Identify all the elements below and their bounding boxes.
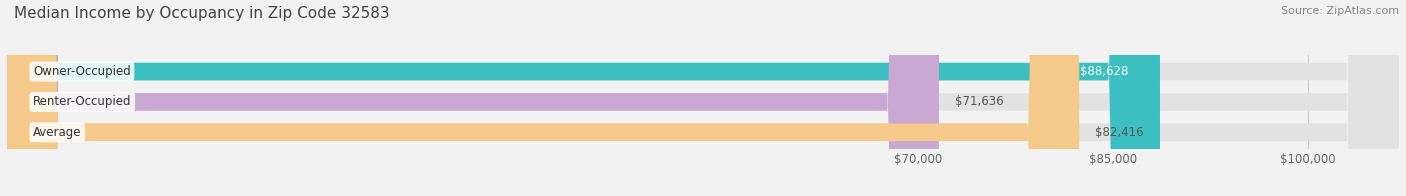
Text: $88,628: $88,628 [1080, 65, 1129, 78]
FancyBboxPatch shape [7, 0, 1399, 196]
FancyBboxPatch shape [7, 0, 1399, 196]
Text: Renter-Occupied: Renter-Occupied [34, 95, 132, 108]
Text: $82,416: $82,416 [1095, 126, 1143, 139]
Text: $71,636: $71,636 [955, 95, 1002, 108]
Text: Average: Average [34, 126, 82, 139]
FancyBboxPatch shape [7, 0, 939, 196]
Text: Owner-Occupied: Owner-Occupied [34, 65, 131, 78]
FancyBboxPatch shape [7, 0, 1080, 196]
Text: Source: ZipAtlas.com: Source: ZipAtlas.com [1281, 6, 1399, 16]
Text: Median Income by Occupancy in Zip Code 32583: Median Income by Occupancy in Zip Code 3… [14, 6, 389, 21]
FancyBboxPatch shape [7, 0, 1160, 196]
FancyBboxPatch shape [7, 0, 1399, 196]
